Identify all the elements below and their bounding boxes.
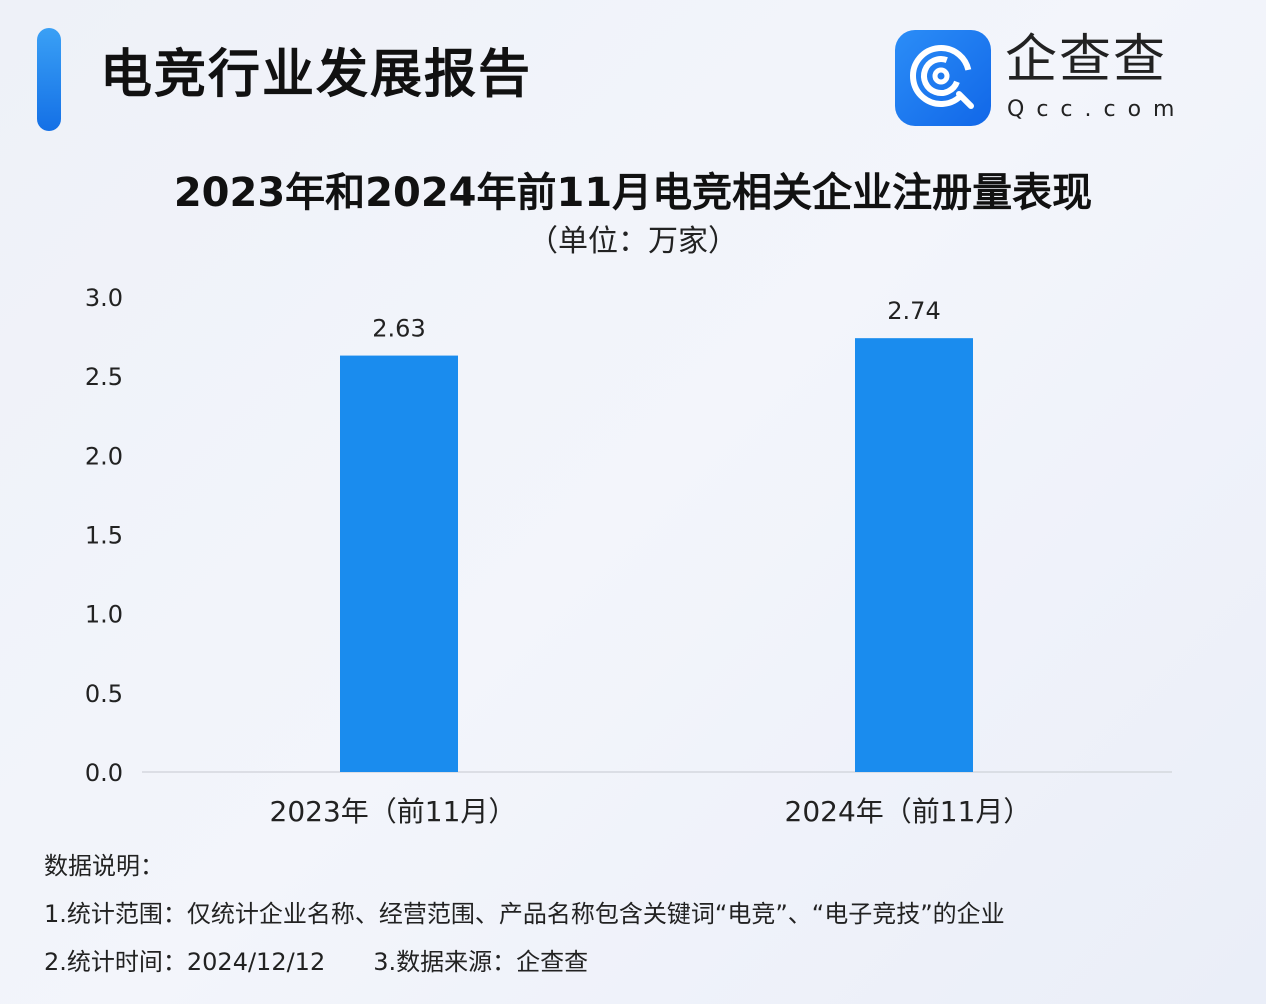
- qcc-logo-name: 企查查: [1005, 30, 1168, 90]
- notes-date: 2.统计时间：2024/12/12: [44, 948, 326, 976]
- qcc-logo: 企查查 Qcc.com: [895, 30, 1225, 126]
- y-tick-label: 1.0: [85, 601, 123, 629]
- notes-row-2: 2.统计时间：2024/12/12 3.数据来源：企查查: [44, 946, 588, 978]
- y-tick-label: 1.5: [85, 522, 123, 550]
- y-tick-label: 0.5: [85, 680, 123, 708]
- bar: [340, 355, 458, 772]
- chart-subtitle: （单位：万家）: [528, 224, 738, 259]
- x-tick-label: 2024年（前11月）: [785, 795, 1032, 828]
- chart-title: 2023年和2024年前11月电竞相关企业注册量表现: [173, 170, 1093, 216]
- report-title: 电竞行业发展报告: [100, 45, 533, 105]
- y-tick-label: 2.5: [85, 363, 123, 391]
- notes-source: 3.数据来源：企查查: [373, 948, 589, 976]
- x-tick-label: 2023年（前11月）: [270, 795, 517, 828]
- bar: [855, 338, 973, 772]
- data-label: 2.74: [887, 297, 940, 325]
- y-tick-label: 2.0: [85, 442, 123, 470]
- qcc-logo-icon: [895, 30, 991, 126]
- bar-chart: 0.0 0.5 1.0 1.5 2.0 2.5 3.0 2.63 2023年（前11月） 2.74…: [85, 284, 1172, 828]
- notes-heading: 数据说明：: [44, 852, 164, 880]
- qcc-logo-domain: Qcc.com: [1007, 97, 1187, 122]
- y-tick-label: 0.0: [85, 759, 123, 787]
- notes-scope: 1.统计范围：仅统计企业名称、经营范围、产品名称包含关键词“电竞”、“电子竞技”…: [44, 900, 1005, 928]
- title-accent-bar: [37, 28, 61, 131]
- y-tick-label: 3.0: [85, 284, 123, 312]
- data-label: 2.63: [372, 315, 425, 343]
